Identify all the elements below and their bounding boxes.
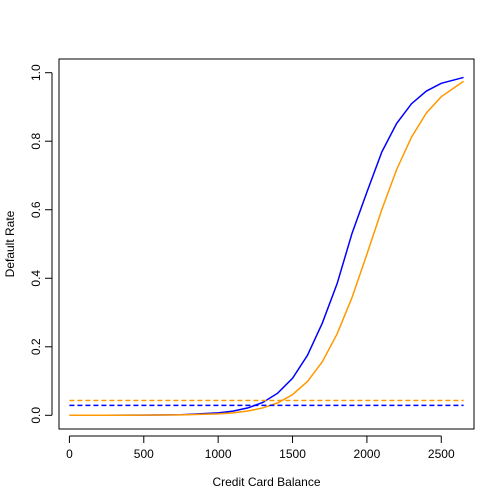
y-tick-label: 1.0 <box>29 64 43 81</box>
series-line-2 <box>69 80 465 417</box>
y-axis: 0.0 0.2 0.4 0.6 0.8 1.0 <box>29 64 53 424</box>
y-tick-label: 0.0 <box>29 407 43 424</box>
x-tick-label: 1000 <box>205 447 232 461</box>
series-layer <box>69 76 465 417</box>
x-tick-label: 2500 <box>428 447 455 461</box>
y-tick-label: 0.6 <box>29 201 43 218</box>
x-tick-label: 500 <box>134 447 154 461</box>
x-tick-label: 2000 <box>354 447 381 461</box>
x-axis-label: Credit Card Balance <box>212 475 320 489</box>
x-tick-label: 1500 <box>279 447 306 461</box>
y-tick-label: 0.4 <box>29 270 43 287</box>
x-axis: 0 500 1000 1500 2000 2500 <box>66 435 455 461</box>
plot-box <box>58 58 475 430</box>
y-axis-label: Default Rate <box>3 210 17 277</box>
y-tick-label: 0.2 <box>29 338 43 355</box>
x-tick-label: 0 <box>66 447 73 461</box>
y-tick-label: 0.8 <box>29 133 43 150</box>
